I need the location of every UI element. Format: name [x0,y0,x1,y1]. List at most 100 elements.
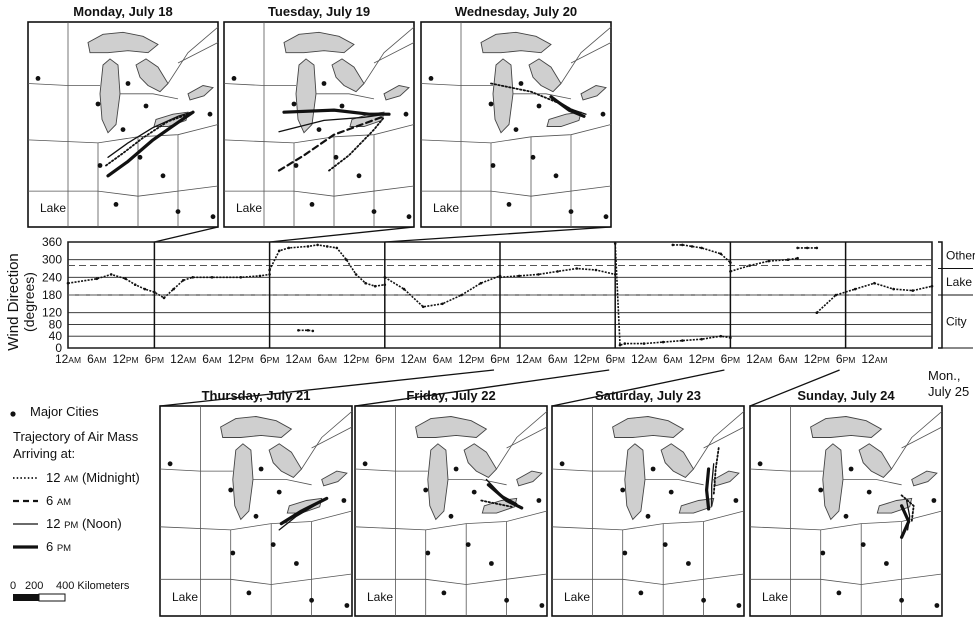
wind-direction-point [297,329,300,332]
city-marker [143,103,149,109]
top-connector-line [269,226,415,243]
city-marker [620,487,626,493]
city-marker [167,461,173,467]
trajectories [480,478,524,510]
sector-label: Other [946,248,975,262]
lake-shape [268,443,303,478]
wind-direction-point [556,270,559,273]
wind-direction-point [306,329,310,332]
city-marker [258,466,264,472]
city-marker [622,550,628,556]
map-title: Saturday, July 23 [595,388,701,403]
city-marker [210,214,216,220]
state-border [750,573,943,585]
wind-direction-point [594,268,598,272]
legend-item-label: 12 PM (Noon) [46,516,122,531]
wind-direction-point [153,290,156,294]
city-marker [506,202,512,207]
trajectory-line [480,499,513,508]
lake-shape [516,470,543,487]
city-marker [848,466,854,472]
city-marker [818,487,824,493]
chart-series [66,242,934,347]
end-label-2: July 25 [928,384,969,399]
wind-direction-point [690,245,694,248]
wind-direction-point [911,289,915,292]
trajectory-line [900,494,915,523]
y-tick-label: 40 [49,329,63,343]
city-marker [333,154,339,160]
lake-shape [331,58,365,93]
wind-direction-point [873,281,876,285]
x-tick-label: 12PM [228,352,254,366]
legend-item-label: 6 AM [46,493,71,508]
wind-direction-series [816,282,933,314]
wind-direction-point [618,343,622,347]
wind-direction-point [729,261,732,264]
great-lakes [283,31,410,134]
wind-direction-point [311,329,315,333]
lake-shape [822,443,844,521]
map-panel: Lake Wednesday, July 20 [420,4,612,228]
map-panel: Lake Sunday, July 24 [749,388,943,617]
wind-direction-point [834,293,838,297]
legend-cities-label: Major Cities [30,404,99,419]
x-tick-label: 12PM [804,352,830,366]
wind-direction-point [623,342,627,345]
city-marker [97,163,103,168]
city-marker [934,603,940,608]
y-tick-label: 180 [42,288,62,302]
state-border [901,426,943,449]
y-tick-label: 240 [42,270,62,284]
wind-direction-point [335,246,339,250]
wind-direction-point [786,258,790,262]
wind-direction-series [268,244,385,288]
map-lake-label: Lake [40,201,66,215]
wind-direction-point [383,276,387,279]
great-lakes [220,416,348,521]
scale-label-400: 400 Kilometers [56,580,130,592]
top-connector-line [154,226,219,243]
x-tick-label: 12PM [113,352,139,366]
wind-direction-point [95,277,99,281]
bottom-map-row: LakeThursday, July 21LakeFriday, July 22… [159,388,943,617]
lake-shape [135,58,169,93]
y-tick-label: 0 [55,341,62,355]
x-tick-label: 12AM [861,352,887,366]
wind-direction-point [700,337,703,341]
city-marker [820,550,826,556]
wind-direction-point [575,267,579,270]
lake-shape [415,416,488,438]
city-markers [362,461,545,608]
wind-direction-point [277,249,281,253]
city-marker [568,209,574,215]
great-lakes [87,31,214,134]
map-frame [223,21,415,228]
sector-label: City [946,315,967,329]
city-marker [35,76,41,81]
x-tick-label: 12PM [458,352,484,366]
lake-shape [232,443,254,521]
state-border [160,573,353,585]
city-marker [513,127,519,132]
state-border [551,510,745,531]
state-border [552,573,745,585]
city-marker [536,103,542,109]
state-border [703,426,745,449]
city-marker [120,127,126,132]
city-marker [899,597,904,603]
wind-direction-point [671,243,675,247]
wind-direction-point [853,287,857,291]
wind-direction-point [325,245,329,248]
state-borders [749,406,943,616]
scale-label-0: 0 [10,580,16,592]
city-marker [441,590,447,596]
wind-direction-point [719,252,723,256]
city-marker [291,101,297,107]
legend-items: 12 AM (Midnight) 6 AM 12 PM (Noon) 6 PM [13,470,140,554]
wind-direction-point [796,246,799,250]
end-label-1: Mon., [928,368,961,383]
city-marker [490,163,496,168]
city-marker [931,498,937,503]
